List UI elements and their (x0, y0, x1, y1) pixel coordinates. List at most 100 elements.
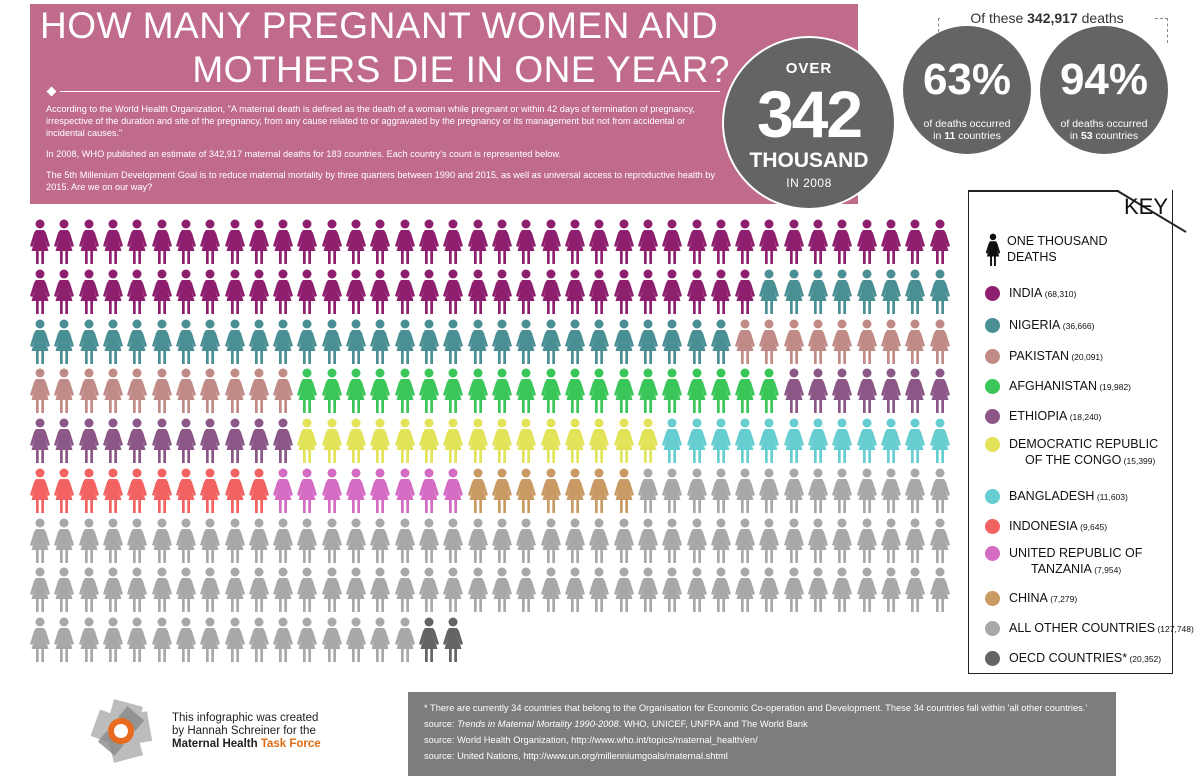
woman-icon-all-other-countries (710, 567, 731, 613)
woman-icon-all-other-countries (419, 567, 440, 613)
stat-63-description: of deaths occurred in 11 countries (923, 118, 1011, 142)
woman-icon-all-other-countries (151, 518, 172, 563)
key-swatch (985, 318, 1000, 333)
woman-icon-all-other-countries (783, 567, 804, 613)
woman-icon-all-other-countries (394, 518, 415, 563)
key-swatch (985, 437, 1000, 452)
key-country-name-line2: OF THE CONGO (15,399) (1025, 453, 1156, 467)
woman-icon-united-republic-of (297, 468, 318, 513)
woman-icon-all-other-countries (832, 567, 853, 613)
woman-icon-india (297, 269, 318, 314)
woman-icon-india (151, 269, 172, 314)
woman-icon-nigeria (78, 319, 99, 364)
woman-icon-india (905, 219, 926, 264)
woman-icon-all-other-countries (78, 617, 99, 663)
woman-icon-indonesia (175, 468, 196, 513)
woman-icon-united-republic-of (443, 468, 464, 513)
woman-icon-afghanistan (370, 368, 391, 414)
key-country-name: BANGLADESH (11,603) (1009, 489, 1128, 503)
woman-icon-all-other-countries (783, 518, 804, 563)
woman-icon-united-republic-of (346, 468, 367, 513)
woman-icon-ethiopia (127, 418, 148, 464)
woman-icon-india (321, 269, 342, 314)
woman-icon-afghanistan (394, 368, 415, 414)
woman-icon-all-other-countries (759, 518, 780, 563)
header-banner: HOW MANY PREGNANT WOMEN AND MOTHERS DIE … (30, 4, 858, 204)
woman-icon-all-other-countries (856, 468, 877, 513)
woman-icon-nigeria (710, 319, 731, 364)
woman-icon-afghanistan (443, 368, 464, 414)
woman-icon-nigeria (248, 319, 269, 364)
woman-icon-all-other-countries (905, 468, 926, 513)
woman-icon-china (540, 468, 561, 513)
woman-icon-ethiopia (273, 418, 294, 464)
woman-icon-united-republic-of (273, 468, 294, 513)
woman-icon-democratic-republic (637, 418, 658, 464)
woman-icon-bangladesh (929, 418, 950, 464)
woman-icon-all-other-countries (224, 518, 245, 563)
woman-icon-nigeria (662, 319, 683, 364)
key-country-value: (11,603) (1094, 492, 1128, 502)
key-country-value: (7,954) (1091, 565, 1122, 575)
woman-icon-all-other-countries (832, 468, 853, 513)
woman-icon-india (929, 219, 950, 264)
woman-icon-all-other-countries (443, 567, 464, 613)
key-country-value: (19,982) (1096, 382, 1132, 392)
woman-icon-nigeria (808, 269, 829, 314)
woman-icon-all-other-countries (492, 567, 512, 613)
woman-icon-india (467, 219, 488, 264)
woman-icon-democratic-republic (564, 418, 585, 464)
woman-icon-india (127, 219, 148, 264)
woman-icon-all-other-countries (54, 567, 75, 613)
source-3: source: United Nations, http://www.un.or… (424, 751, 728, 761)
woman-icon-india (394, 269, 415, 314)
woman-icon-united-republic-of (370, 468, 391, 513)
woman-icon-ethiopia (78, 418, 99, 464)
title-line-2: MOTHERS DIE IN ONE YEAR? (192, 49, 730, 90)
woman-icon-all-other-countries (175, 518, 196, 563)
woman-icon-afghanistan (710, 368, 731, 414)
key-country-value: (18,240) (1067, 412, 1102, 422)
woman-icon-india (321, 219, 342, 264)
woman-icon-pakistan (248, 368, 269, 414)
woman-icon-all-other-countries (759, 468, 780, 513)
key-country-name: OECD COUNTRIES* (20,352) (1009, 651, 1162, 665)
woman-icon-afghanistan (662, 368, 683, 414)
woman-icon-nigeria (297, 319, 318, 364)
woman-icon-india (78, 269, 99, 314)
key-swatch (985, 409, 1000, 424)
woman-icon-china (564, 468, 585, 513)
woman-icon-all-other-countries (30, 518, 50, 563)
woman-icon-all-other-countries (102, 567, 123, 613)
woman-icon-all-other-countries (175, 617, 196, 663)
woman-icon-all-other-countries (710, 468, 731, 513)
woman-icon-all-other-countries (346, 567, 367, 613)
woman-icon-india (248, 219, 269, 264)
page-title: HOW MANY PREGNANT WOMEN AND MOTHERS DIE … (40, 4, 730, 92)
woman-icon-united-republic-of (321, 468, 342, 513)
woman-icon-bangladesh (808, 418, 829, 464)
woman-icon-india (297, 219, 318, 264)
woman-icon-democratic-republic (443, 418, 464, 464)
woman-icon-india (200, 269, 221, 314)
woman-icon-all-other-countries (394, 617, 415, 663)
woman-icon-all-other-countries (662, 468, 683, 513)
woman-icon-india (30, 219, 50, 264)
total-over-label: OVER (785, 60, 833, 77)
woman-icon-india (662, 219, 683, 264)
woman-icon-nigeria (759, 269, 780, 314)
woman-icon-all-other-countries (443, 518, 464, 563)
woman-icon-pakistan (224, 368, 245, 414)
woman-icon-indonesia (200, 468, 221, 513)
woman-icon-all-other-countries (516, 567, 537, 613)
woman-icon-nigeria (589, 319, 610, 364)
woman-icon-ethiopia (783, 368, 804, 414)
woman-icon-all-other-countries (127, 617, 148, 663)
woman-icon-all-other-countries (467, 567, 488, 613)
woman-icon-all-other-countries (200, 518, 221, 563)
woman-icon-democratic-republic (346, 418, 367, 464)
woman-icon-all-other-countries (589, 518, 610, 563)
woman-icon-nigeria (881, 269, 902, 314)
woman-icon-india (735, 269, 756, 314)
oecd-footnote: * There are currently 34 countries that … (424, 703, 1088, 713)
